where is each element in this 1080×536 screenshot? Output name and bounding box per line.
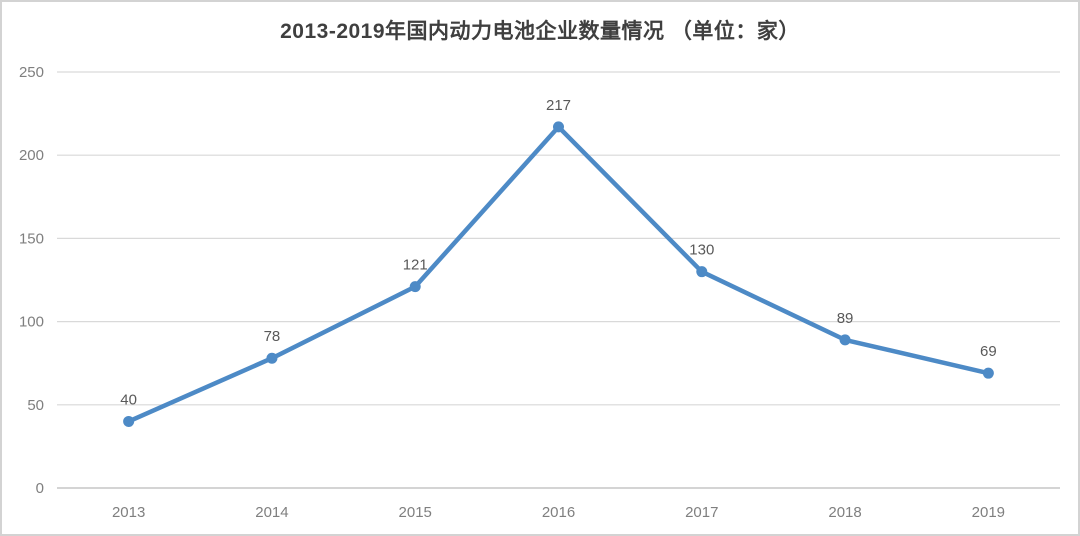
x-tick-label: 2016	[542, 504, 575, 521]
data-label: 130	[689, 242, 714, 259]
chart-title: 2013-2019年国内动力电池企业数量情况 （单位：家）	[280, 20, 800, 43]
x-tick-label: 2015	[399, 504, 432, 521]
y-tick-label: 150	[19, 230, 44, 247]
data-point-marker	[123, 415, 135, 427]
y-tick-label: 100	[19, 314, 44, 331]
x-tick-label: 2019	[972, 504, 1005, 521]
y-tick-label: 250	[19, 64, 44, 81]
data-label: 78	[264, 328, 281, 345]
data-point-marker	[409, 281, 421, 293]
data-point-marker	[982, 367, 994, 379]
data-label: 69	[980, 343, 997, 360]
data-label: 121	[403, 257, 428, 274]
data-label: 89	[837, 310, 854, 327]
y-tick-label: 50	[27, 397, 44, 414]
data-point-marker	[839, 334, 851, 346]
data-point-marker	[266, 352, 278, 364]
data-label: 217	[546, 97, 571, 114]
x-tick-label: 2017	[685, 504, 718, 521]
x-tick-label: 2013	[112, 504, 145, 521]
y-tick-label: 0	[36, 480, 44, 497]
x-tick-label: 2014	[255, 504, 288, 521]
x-tick-label: 2018	[828, 504, 861, 521]
y-tick-label: 200	[19, 147, 44, 164]
data-point-marker	[696, 266, 708, 278]
data-line	[126, 124, 991, 424]
data-point-marker	[553, 121, 564, 133]
data-label: 40	[120, 391, 137, 408]
